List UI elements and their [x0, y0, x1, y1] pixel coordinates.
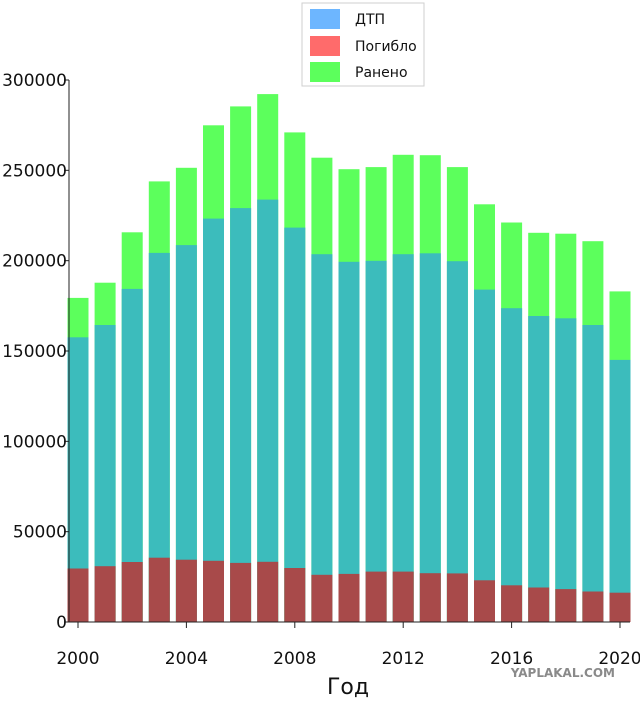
y-tick-label: 250000 [2, 161, 67, 181]
bar-dtp-2017 [528, 316, 550, 622]
bar-pogiblo-2006 [230, 562, 252, 622]
bar-dtp-2005 [203, 218, 224, 622]
bar-pogiblo-2015 [474, 580, 495, 622]
x-tick-label: 2020 [598, 649, 640, 669]
legend-label-raneno: Ранено [355, 65, 408, 81]
x-ticks: 2000 2004 2008 2012 2016 2020 [56, 622, 640, 669]
bar-dtp-2001 [94, 325, 116, 622]
bar-pogiblo-2013 [419, 573, 441, 622]
bar-pogiblo-2019 [582, 591, 604, 622]
bar-dtp-2012 [392, 254, 414, 622]
bar-pogiblo-2003 [148, 557, 170, 622]
bar-pogiblo-2001 [94, 566, 116, 622]
x-tick-label: 2004 [165, 649, 208, 669]
y-tick-label: 100000 [2, 432, 67, 452]
x-tick-label: 2016 [490, 649, 533, 669]
legend-label-dtp: ДТП [355, 12, 385, 28]
bar-dtp-2019 [582, 325, 604, 622]
x-tick-label: 2012 [382, 649, 425, 669]
bar-dtp-2006 [230, 208, 252, 622]
bar-dtp-2014 [446, 261, 468, 622]
bar-pogiblo-2008 [284, 568, 306, 622]
bar-pogiblo-2020 [609, 592, 631, 622]
bar-dtp-2016 [501, 308, 523, 622]
bar-dtp-2008 [284, 227, 306, 622]
legend-swatch-dtp [310, 9, 340, 29]
bar-pogiblo-2007 [257, 561, 279, 622]
bar-pogiblo-2012 [392, 571, 414, 622]
watermark: YAPLAKAL.COM [510, 666, 615, 680]
y-tick-label: 300000 [2, 71, 67, 91]
x-tick-label: 2000 [56, 649, 99, 669]
bars-layer [67, 94, 631, 623]
bar-dtp-2018 [555, 318, 577, 622]
bar-pogiblo-2017 [528, 587, 550, 622]
bar-pogiblo-2004 [175, 559, 197, 622]
bar-pogiblo-2002 [121, 562, 143, 622]
bar-pogiblo-2010 [338, 573, 360, 622]
y-tick-label: 150000 [2, 342, 67, 362]
bar-dtp-2010 [338, 261, 360, 622]
bar-dtp-2009 [311, 254, 333, 622]
bar-dtp-2000 [67, 337, 89, 622]
x-axis-label: Год [327, 675, 369, 700]
legend-swatch-raneno [310, 62, 340, 82]
legend-swatch-pogiblo [310, 36, 340, 56]
y-tick-label: 50000 [13, 523, 67, 543]
legend-label-pogiblo: Погибло [355, 39, 417, 55]
bar-pogiblo-2000 [67, 568, 89, 622]
y-tick-label: 200000 [2, 252, 67, 272]
x-tick-label: 2008 [273, 649, 316, 669]
y-ticks: 0 50000 100000 150000 200000 250000 300000 [2, 71, 69, 633]
bar-dtp-2007 [257, 199, 279, 622]
bar-dtp-2020 [609, 359, 631, 622]
bar-pogiblo-2016 [501, 585, 523, 622]
y-tick-label: 0 [56, 613, 67, 633]
bar-pogiblo-2005 [203, 560, 224, 622]
bar-dtp-2015 [474, 289, 495, 622]
bar-dtp-2004 [175, 245, 197, 622]
bar-pogiblo-2009 [311, 574, 333, 622]
bar-pogiblo-2018 [555, 589, 577, 622]
bar-dtp-2011 [365, 260, 387, 622]
bar-pogiblo-2011 [365, 571, 387, 622]
bar-dtp-2013 [419, 253, 441, 623]
bar-dtp-2003 [148, 252, 170, 622]
bar-dtp-2002 [121, 288, 143, 622]
legend: ДТП Погибло Ранено [301, 2, 425, 87]
bar-pogiblo-2014 [446, 573, 468, 622]
